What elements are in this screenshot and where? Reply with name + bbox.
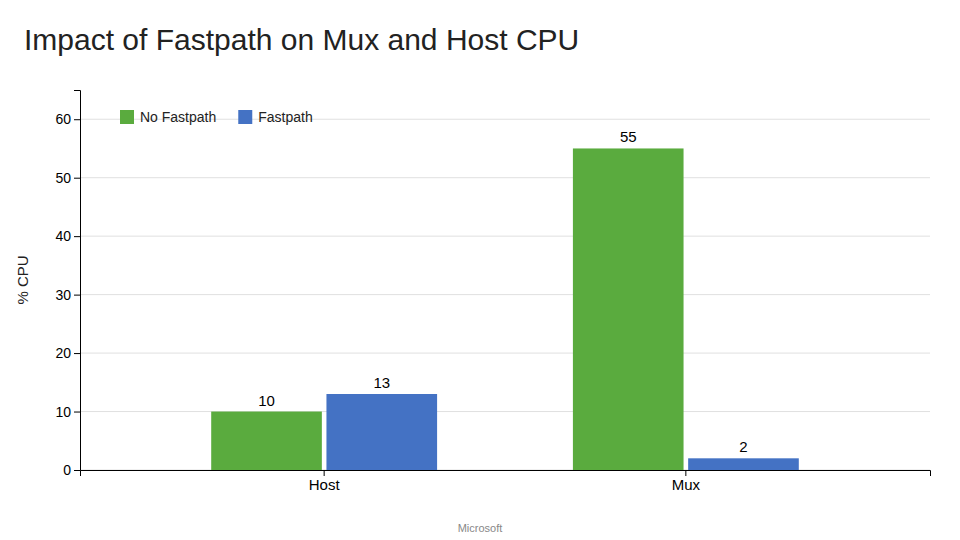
bar	[688, 458, 799, 470]
tick-label: 10	[55, 404, 71, 420]
tick-mark	[74, 119, 80, 120]
x-tick: Mux	[672, 470, 701, 493]
grid-line	[80, 294, 930, 295]
tick-mark	[74, 353, 80, 354]
tick-mark	[74, 470, 80, 471]
bar	[211, 412, 322, 470]
data-labels: 10 55 13 2	[258, 128, 747, 455]
x-axis: Host Mux	[81, 470, 931, 493]
title: Impact of Fastpath on Mux and Host CPU	[24, 23, 579, 56]
tick-label: 0	[63, 462, 71, 478]
tick-label: Mux	[672, 476, 701, 493]
grid-line	[80, 177, 930, 178]
bar	[326, 394, 437, 470]
tick-label: 60	[55, 111, 71, 127]
data-label: 13	[373, 374, 390, 391]
data-label: 2	[739, 438, 747, 455]
tick-mark	[74, 236, 80, 237]
legend: No Fastpath Fastpath	[120, 109, 313, 125]
axis-line	[81, 471, 931, 477]
legend-swatch	[238, 110, 252, 124]
tick-label: Host	[309, 476, 341, 493]
y-axis: 0 10 20 30 40 50 60	[55, 91, 80, 478]
grid	[80, 119, 930, 470]
grid-line	[80, 353, 930, 354]
y-axis-title: % CPU	[14, 255, 31, 304]
bar-series	[211, 148, 683, 470]
tick-label: 20	[55, 345, 71, 361]
y-tick: 40	[55, 228, 80, 244]
plot-area: 0 10 20 30 40 50 60 Host Mux % CPU 10 55 13 2 No Fastp…	[14, 91, 931, 493]
legend-label: No Fastpath	[140, 109, 216, 125]
y-tick: 60	[55, 111, 80, 127]
chart: Impact of Fastpath on Mux and Host CPU 0 1…	[0, 0, 960, 540]
grid-line	[80, 411, 930, 412]
legend-item: Fastpath	[238, 109, 312, 125]
y-tick: 10	[55, 404, 80, 420]
tick-mark	[74, 178, 80, 179]
x-tick: Host	[309, 470, 341, 493]
tick-label: 50	[55, 170, 71, 186]
y-tick: 20	[55, 345, 80, 361]
y-tick: 30	[55, 287, 80, 303]
tick-mark	[74, 412, 80, 413]
bars	[211, 148, 799, 470]
tick-label: 40	[55, 228, 71, 244]
bar	[573, 148, 684, 470]
legend-swatch	[120, 110, 134, 124]
legend-item: No Fastpath	[120, 109, 216, 125]
y-tick: 0	[63, 462, 80, 478]
legend-label: Fastpath	[258, 109, 312, 125]
grid-line	[80, 236, 930, 237]
bar-series	[326, 394, 798, 470]
footer: Microsoft	[458, 522, 503, 534]
tick-label: 30	[55, 287, 71, 303]
data-label: 55	[620, 128, 637, 145]
y-tick: 50	[55, 170, 80, 186]
axis-line	[74, 91, 81, 471]
tick-mark	[74, 295, 80, 296]
data-label: 10	[258, 392, 275, 409]
